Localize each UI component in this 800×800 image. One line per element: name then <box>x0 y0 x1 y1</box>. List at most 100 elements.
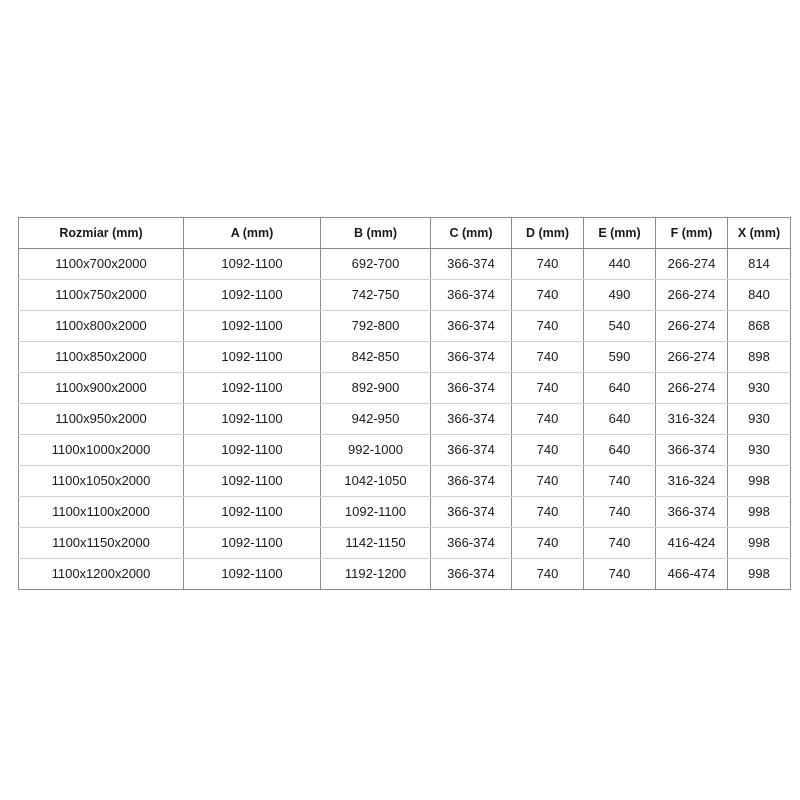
cell-e: 640 <box>583 403 656 435</box>
cell-e: 490 <box>583 279 656 311</box>
column-header-f: F (mm) <box>655 217 728 249</box>
cell-b: 992-1000 <box>320 434 431 466</box>
cell-a: 1092-1100 <box>183 248 321 280</box>
column-header-rozmiar: Rozmiar (mm) <box>18 217 184 249</box>
cell-d: 740 <box>511 465 584 497</box>
cell-b: 1142-1150 <box>320 527 431 559</box>
cell-x: 998 <box>727 496 791 528</box>
cell-e: 440 <box>583 248 656 280</box>
table-row: 1100x700x2000 1092-1100 692-700 366-374 … <box>18 248 791 280</box>
cell-f: 266-274 <box>655 248 728 280</box>
cell-a: 1092-1100 <box>183 496 321 528</box>
cell-f: 266-274 <box>655 279 728 311</box>
table-row: 1100x1050x2000 1092-1100 1042-1050 366-3… <box>18 465 791 497</box>
cell-e: 740 <box>583 465 656 497</box>
table-row: 1100x950x2000 1092-1100 942-950 366-374 … <box>18 403 791 435</box>
cell-rozmiar: 1100x850x2000 <box>18 341 184 373</box>
table-row: 1100x1000x2000 1092-1100 992-1000 366-37… <box>18 434 791 466</box>
cell-rozmiar: 1100x1100x2000 <box>18 496 184 528</box>
cell-c: 366-374 <box>430 372 512 404</box>
cell-rozmiar: 1100x1050x2000 <box>18 465 184 497</box>
cell-c: 366-374 <box>430 558 512 590</box>
cell-x: 998 <box>727 465 791 497</box>
cell-f: 366-374 <box>655 496 728 528</box>
cell-b: 1192-1200 <box>320 558 431 590</box>
cell-e: 540 <box>583 310 656 342</box>
column-header-c: C (mm) <box>430 217 512 249</box>
cell-x: 840 <box>727 279 791 311</box>
cell-d: 740 <box>511 341 584 373</box>
cell-c: 366-374 <box>430 341 512 373</box>
cell-a: 1092-1100 <box>183 527 321 559</box>
cell-c: 366-374 <box>430 310 512 342</box>
cell-f: 266-274 <box>655 310 728 342</box>
specification-table-container: Rozmiar (mm) A (mm) B (mm) C (mm) D (mm)… <box>18 217 791 590</box>
cell-rozmiar: 1100x950x2000 <box>18 403 184 435</box>
table-body: 1100x700x2000 1092-1100 692-700 366-374 … <box>18 248 791 590</box>
cell-b: 842-850 <box>320 341 431 373</box>
cell-x: 868 <box>727 310 791 342</box>
cell-rozmiar: 1100x800x2000 <box>18 310 184 342</box>
column-header-d: D (mm) <box>511 217 584 249</box>
cell-x: 930 <box>727 372 791 404</box>
cell-e: 740 <box>583 496 656 528</box>
cell-a: 1092-1100 <box>183 372 321 404</box>
table-header-row: Rozmiar (mm) A (mm) B (mm) C (mm) D (mm)… <box>18 217 791 249</box>
cell-f: 366-374 <box>655 434 728 466</box>
cell-a: 1092-1100 <box>183 279 321 311</box>
cell-a: 1092-1100 <box>183 341 321 373</box>
cell-a: 1092-1100 <box>183 434 321 466</box>
cell-rozmiar: 1100x1150x2000 <box>18 527 184 559</box>
table-row: 1100x800x2000 1092-1100 792-800 366-374 … <box>18 310 791 342</box>
cell-b: 742-750 <box>320 279 431 311</box>
cell-f: 466-474 <box>655 558 728 590</box>
cell-b: 1042-1050 <box>320 465 431 497</box>
cell-a: 1092-1100 <box>183 558 321 590</box>
cell-f: 266-274 <box>655 341 728 373</box>
cell-f: 416-424 <box>655 527 728 559</box>
cell-b: 892-900 <box>320 372 431 404</box>
cell-b: 942-950 <box>320 403 431 435</box>
cell-rozmiar: 1100x1000x2000 <box>18 434 184 466</box>
cell-d: 740 <box>511 434 584 466</box>
cell-f: 316-324 <box>655 465 728 497</box>
cell-c: 366-374 <box>430 279 512 311</box>
cell-x: 930 <box>727 403 791 435</box>
table-row: 1100x1100x2000 1092-1100 1092-1100 366-3… <box>18 496 791 528</box>
cell-e: 640 <box>583 434 656 466</box>
cell-b: 792-800 <box>320 310 431 342</box>
cell-d: 740 <box>511 527 584 559</box>
table-row: 1100x900x2000 1092-1100 892-900 366-374 … <box>18 372 791 404</box>
column-header-x: X (mm) <box>727 217 791 249</box>
cell-f: 316-324 <box>655 403 728 435</box>
cell-d: 740 <box>511 496 584 528</box>
cell-rozmiar: 1100x1200x2000 <box>18 558 184 590</box>
cell-d: 740 <box>511 310 584 342</box>
cell-e: 740 <box>583 527 656 559</box>
cell-d: 740 <box>511 279 584 311</box>
column-header-b: B (mm) <box>320 217 431 249</box>
cell-b: 692-700 <box>320 248 431 280</box>
cell-c: 366-374 <box>430 527 512 559</box>
cell-b: 1092-1100 <box>320 496 431 528</box>
cell-x: 814 <box>727 248 791 280</box>
column-header-a: A (mm) <box>183 217 321 249</box>
specification-table: Rozmiar (mm) A (mm) B (mm) C (mm) D (mm)… <box>18 217 791 590</box>
cell-x: 998 <box>727 558 791 590</box>
cell-a: 1092-1100 <box>183 310 321 342</box>
cell-x: 930 <box>727 434 791 466</box>
cell-e: 740 <box>583 558 656 590</box>
cell-c: 366-374 <box>430 465 512 497</box>
table-row: 1100x1200x2000 1092-1100 1192-1200 366-3… <box>18 558 791 590</box>
cell-c: 366-374 <box>430 248 512 280</box>
cell-x: 998 <box>727 527 791 559</box>
cell-e: 590 <box>583 341 656 373</box>
table-row: 1100x1150x2000 1092-1100 1142-1150 366-3… <box>18 527 791 559</box>
table-row: 1100x850x2000 1092-1100 842-850 366-374 … <box>18 341 791 373</box>
cell-a: 1092-1100 <box>183 403 321 435</box>
cell-rozmiar: 1100x700x2000 <box>18 248 184 280</box>
table-row: 1100x750x2000 1092-1100 742-750 366-374 … <box>18 279 791 311</box>
cell-a: 1092-1100 <box>183 465 321 497</box>
cell-d: 740 <box>511 558 584 590</box>
column-header-e: E (mm) <box>583 217 656 249</box>
